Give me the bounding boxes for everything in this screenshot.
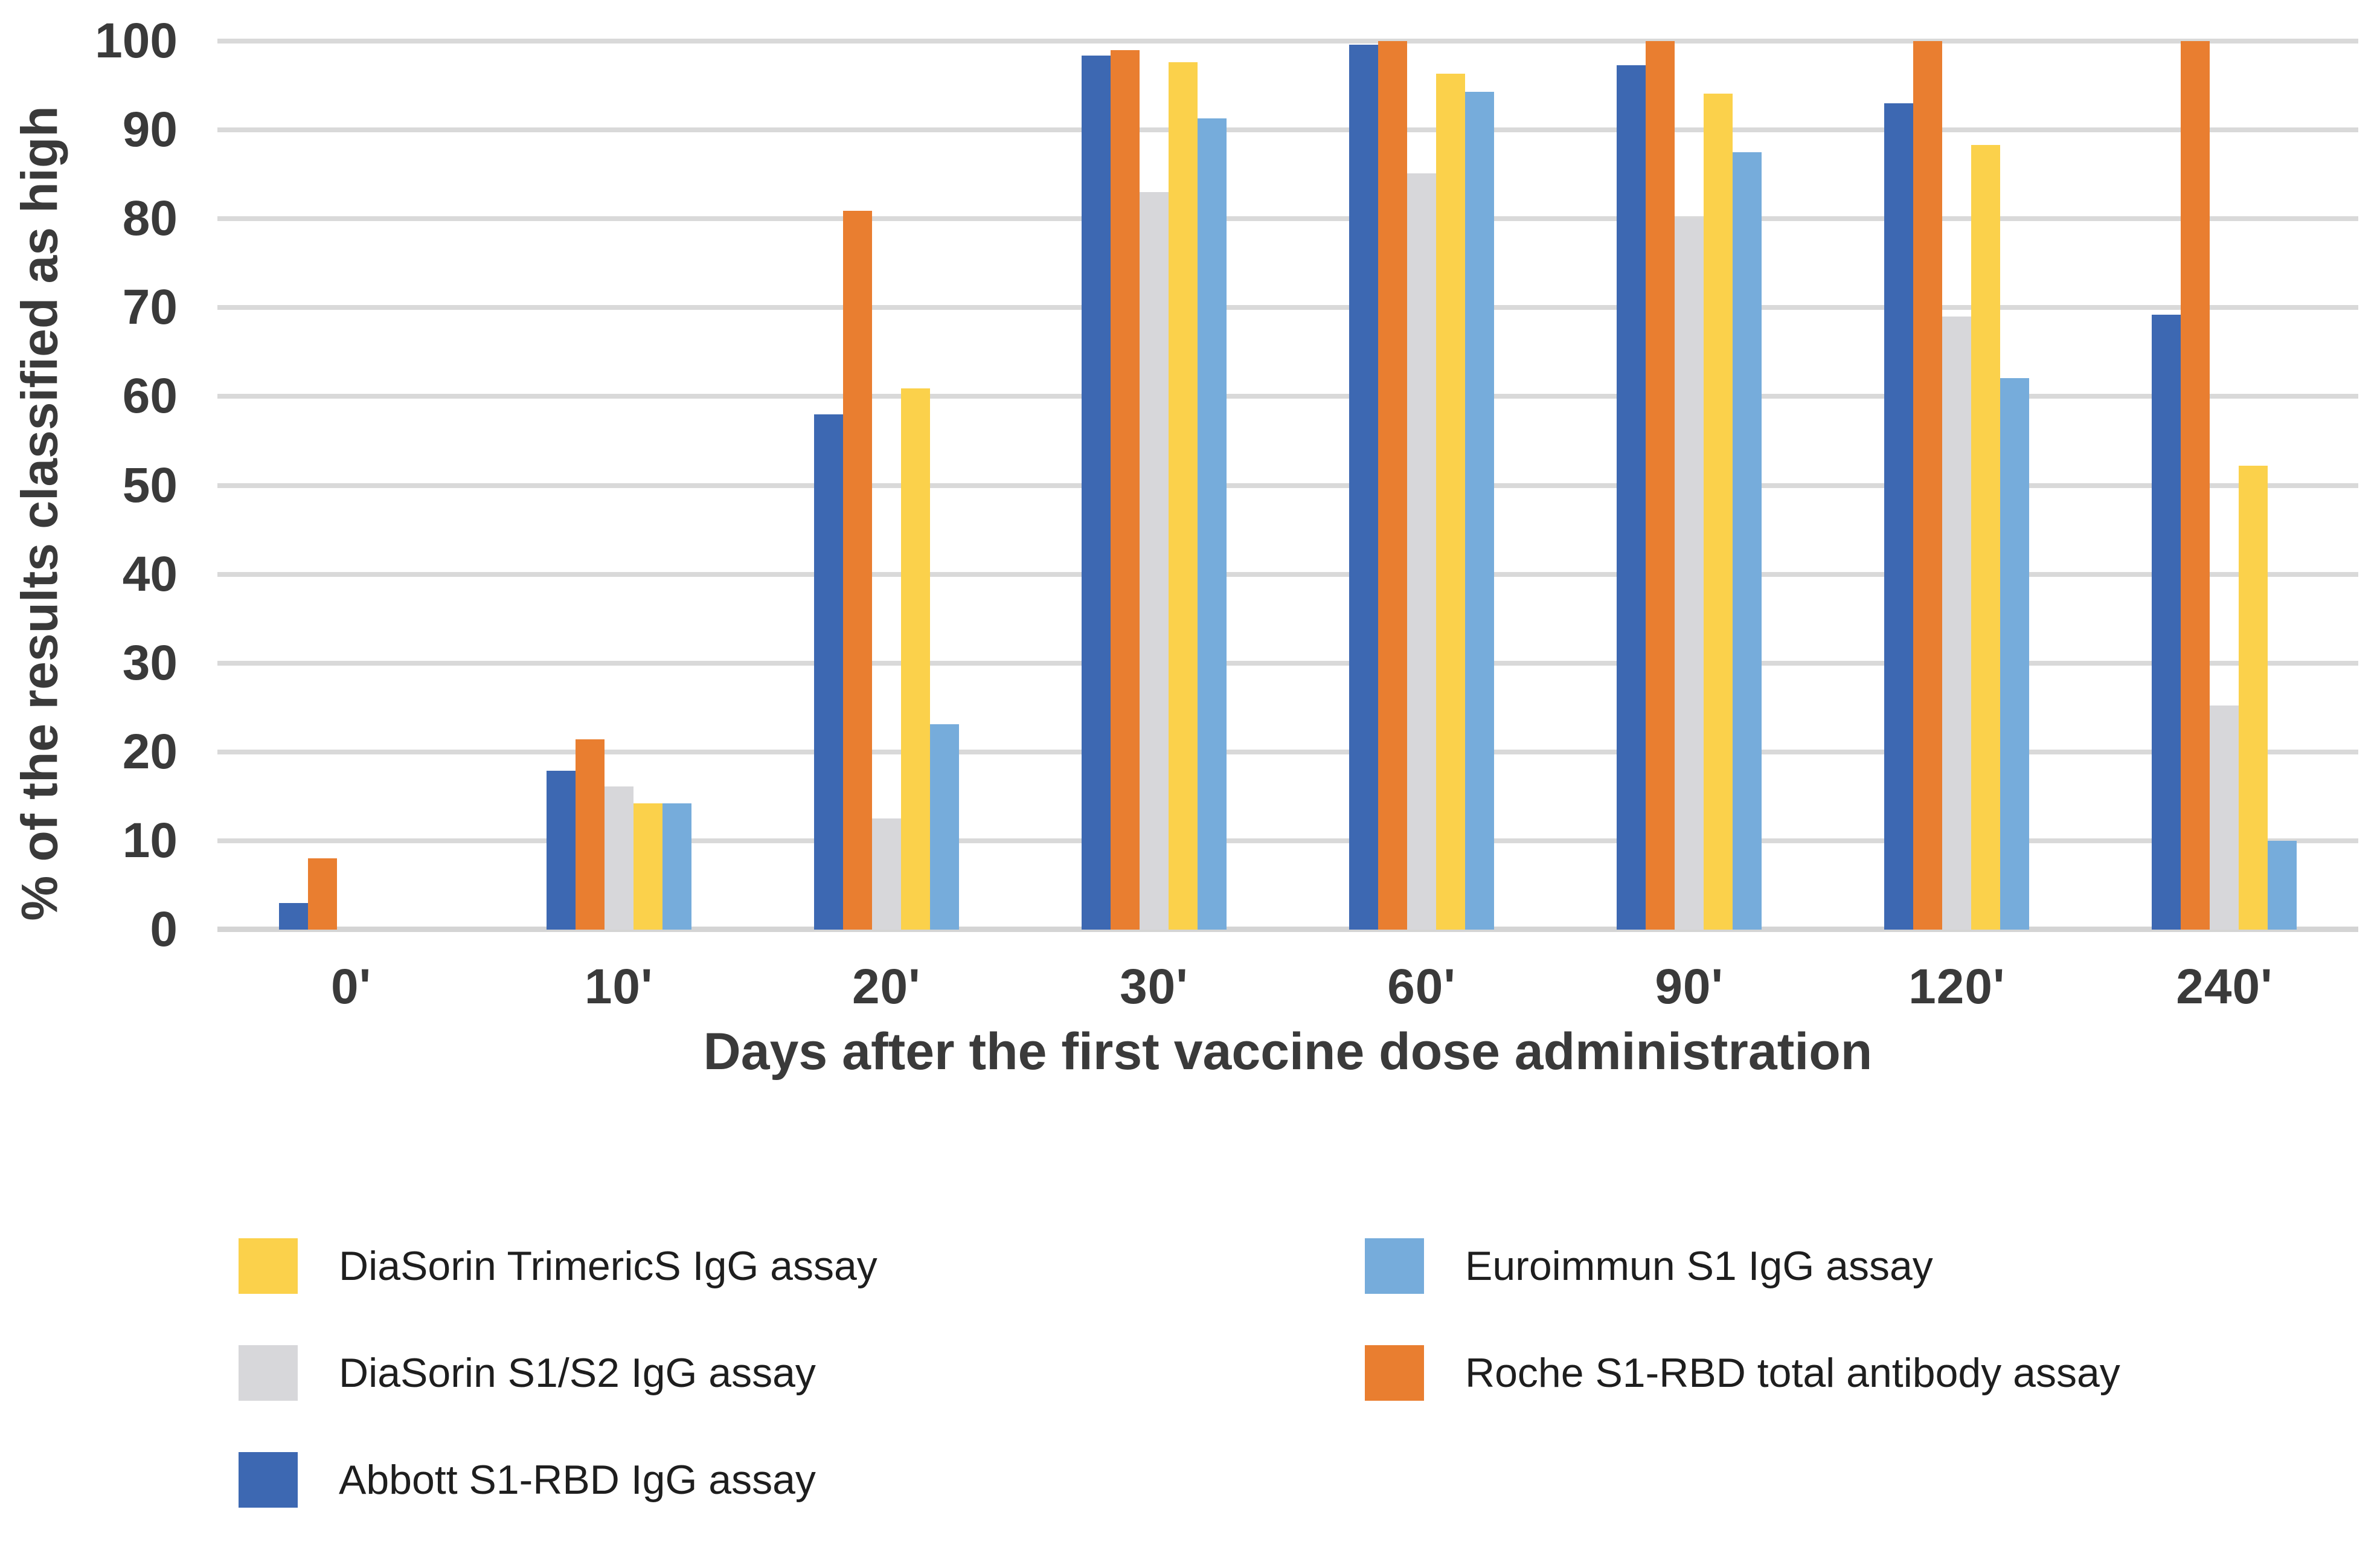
x-tick-label-4: 60' [1387, 959, 1456, 1014]
bar-roche-7 [2181, 41, 2210, 930]
gridline-10 [217, 838, 2358, 843]
gridline-90 [217, 127, 2358, 133]
gridline-100 [217, 39, 2358, 43]
gridline-80 [217, 216, 2358, 222]
bar-trimerics-5 [1704, 93, 1733, 930]
bar-s1s2-7 [2210, 706, 2239, 930]
bar-abbott-4 [1349, 44, 1379, 930]
category-group-1: 10' [485, 41, 752, 1014]
category-group-5: 90' [1556, 41, 1823, 1014]
bar-trimerics-6 [1971, 145, 2001, 930]
bar-euroimmun-1 [662, 803, 691, 930]
gridline-20 [217, 749, 2358, 754]
legend-swatch-abbott [239, 1452, 298, 1508]
bar-roche-3 [1110, 50, 1140, 930]
x-tick-label-0: 0' [331, 959, 372, 1014]
y-tick-label-90: 90 [122, 102, 178, 158]
x-axis-title: Days after the first vaccine dose admini… [703, 1023, 1873, 1081]
bar-abbott-0 [278, 902, 308, 930]
gridline-30 [217, 660, 2358, 666]
legend-item-abbott: Abbott S1-RBD IgG assay [239, 1452, 877, 1508]
bar-trimerics-2 [900, 388, 930, 930]
legend-item-s1s2: DiaSorin S1/S2 IgG assay [239, 1345, 877, 1401]
bar-s1s2-4 [1407, 173, 1437, 930]
legend-label-euroimmun: Euroimmun S1 IgG assay [1465, 1243, 1933, 1289]
gridline-0 [217, 927, 2358, 932]
bar-euroimmun-7 [2268, 840, 2297, 930]
gridline-40 [217, 571, 2358, 577]
bar-abbott-5 [1617, 65, 1646, 930]
x-tick-label-1: 10' [584, 959, 653, 1014]
bar-roche-0 [307, 858, 337, 930]
bar-abbott-7 [2152, 315, 2181, 930]
y-tick-label-60: 60 [122, 368, 178, 424]
bar-euroimmun-4 [1465, 91, 1495, 930]
bar-euroimmun-2 [929, 724, 959, 930]
bar-roche-2 [842, 210, 872, 930]
bar-roche-5 [1646, 41, 1675, 930]
bar-trimerics-4 [1436, 74, 1466, 930]
category-group-6: 120' [1823, 41, 2091, 1014]
gridline-60 [217, 394, 2358, 399]
bar-trimerics-7 [2239, 466, 2268, 930]
y-tick-label-100: 100 [95, 13, 178, 68]
bar-euroimmun-6 [2000, 378, 2030, 930]
legend-swatch-roche [1365, 1345, 1424, 1401]
bar-roche-6 [1913, 41, 1943, 930]
y-tick-label-40: 40 [122, 546, 178, 602]
category-group-4: 60' [1288, 41, 1556, 1014]
legend-item-euroimmun: Euroimmun S1 IgG assay [1365, 1238, 2120, 1294]
bar-s1s2-3 [1139, 192, 1169, 930]
legend-item-roche: Roche S1-RBD total antibody assay [1365, 1345, 2120, 1401]
category-group-2: 20' [752, 41, 1020, 1014]
category-group-3: 30' [1020, 41, 1288, 1014]
gridline-70 [217, 305, 2358, 310]
x-tick-label-6: 120' [1908, 959, 2006, 1014]
y-tick-label-10: 10 [122, 812, 178, 868]
y-tick-label-30: 30 [122, 635, 178, 690]
bar-roche-4 [1378, 41, 1408, 930]
x-tick-label-3: 30' [1120, 959, 1188, 1014]
plot-area: 0' 10' 20' 30' 60' 90' 120' 240' [217, 39, 2358, 1014]
bar-trimerics-3 [1168, 62, 1198, 930]
bar-euroimmun-5 [1733, 152, 1762, 930]
legend-label-trimerics: DiaSorin TrimericS IgG assay [339, 1243, 877, 1289]
x-tick-label-2: 20' [852, 959, 921, 1014]
legend-swatch-s1s2 [239, 1345, 298, 1401]
bar-s1s2-6 [1942, 317, 1972, 930]
y-tick-label-70: 70 [122, 280, 178, 335]
y-tick-label-0: 0 [150, 902, 178, 957]
x-tick-label-5: 90' [1655, 959, 1724, 1014]
grouped-bar-chart-figure: % of the results classified as high 0 10 2… [0, 16, 2358, 1508]
category-group-7: 240' [2091, 41, 2358, 1014]
y-axis: 0 10 20 30 40 50 60 70 80 90 100 [0, 16, 199, 954]
bar-s1s2-5 [1675, 219, 1704, 930]
legend-swatch-trimerics [239, 1238, 298, 1294]
bar-euroimmun-3 [1197, 118, 1227, 930]
legend-label-abbott: Abbott S1-RBD IgG assay [339, 1457, 816, 1503]
bar-abbott-3 [1081, 55, 1111, 930]
bar-s1s2-2 [871, 818, 901, 930]
bar-groups: 0' 10' 20' 30' 60' 90' 120' 240' [217, 41, 2358, 1014]
bar-abbott-1 [546, 770, 576, 930]
y-tick-label-20: 20 [122, 724, 178, 779]
y-tick-label-80: 80 [122, 191, 178, 246]
y-tick-label-50: 50 [122, 457, 178, 513]
bar-roche-1 [575, 739, 605, 930]
category-group-0: 0' [217, 41, 485, 1014]
gridline-50 [217, 483, 2358, 488]
legend-item-trimerics: DiaSorin TrimericS IgG assay [239, 1238, 877, 1294]
x-tick-label-7: 240' [2176, 959, 2273, 1014]
bar-s1s2-1 [604, 786, 633, 930]
legend-column-1: Euroimmun S1 IgG assay Roche S1-RBD total… [1365, 1238, 2120, 1452]
legend-column-0: DiaSorin TrimericS IgG assay DiaSorin S1/… [239, 1238, 877, 1559]
legend-swatch-euroimmun [1365, 1238, 1424, 1294]
bar-abbott-2 [813, 414, 843, 930]
legend-label-s1s2: DiaSorin S1/S2 IgG assay [339, 1350, 816, 1396]
bar-abbott-6 [1884, 103, 1914, 930]
legend-label-roche: Roche S1-RBD total antibody assay [1465, 1350, 2120, 1396]
bar-trimerics-1 [633, 803, 662, 930]
